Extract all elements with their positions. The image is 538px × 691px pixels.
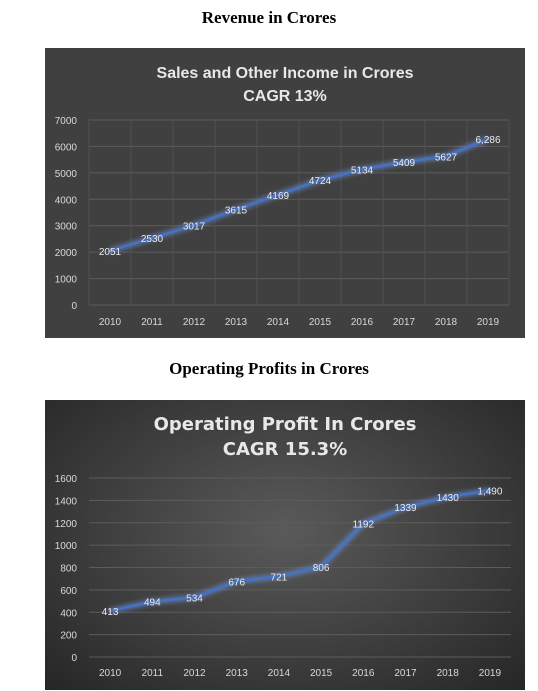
data-point bbox=[277, 574, 281, 578]
chart-title: Operating Profit In Crores bbox=[154, 414, 417, 435]
x-tick-label: 2011 bbox=[141, 317, 163, 328]
data-label: 5134 bbox=[351, 165, 374, 176]
y-tick-label: 3000 bbox=[55, 222, 78, 233]
data-label: 4169 bbox=[267, 191, 290, 202]
y-tick-label: 1600 bbox=[55, 474, 78, 485]
y-tick-label: 0 bbox=[71, 653, 77, 664]
data-point bbox=[276, 193, 280, 197]
data-label: 4724 bbox=[309, 176, 332, 187]
data-label: 1430 bbox=[437, 493, 460, 504]
data-label: 413 bbox=[102, 607, 119, 618]
data-label: 676 bbox=[228, 577, 245, 588]
data-label: 5627 bbox=[435, 152, 458, 163]
series-line bbox=[109, 137, 489, 252]
x-tick-label: 2013 bbox=[225, 317, 248, 328]
data-point bbox=[486, 137, 490, 141]
x-tick-label: 2010 bbox=[99, 668, 122, 679]
data-point bbox=[235, 579, 239, 583]
y-tick-label: 1000 bbox=[55, 541, 78, 552]
data-label: 2530 bbox=[141, 234, 164, 245]
x-tick-label: 2017 bbox=[393, 317, 416, 328]
operating-heading: Operating Profits in Crores bbox=[169, 359, 369, 378]
data-point bbox=[150, 236, 154, 240]
chart-svg: Operating Profit In Crores CAGR 15.3% 0 200… bbox=[55, 414, 511, 679]
x-tick-label: 2013 bbox=[226, 668, 249, 679]
revenue-heading: Revenue in Crores bbox=[201, 8, 337, 27]
x-tick-label: 2016 bbox=[352, 668, 375, 679]
sales-chart: Sales and Other Income in Crores CAGR 13%… bbox=[45, 48, 525, 338]
x-tick-label: 2016 bbox=[351, 317, 374, 328]
x-tick-label: 2019 bbox=[477, 317, 500, 328]
data-label: 721 bbox=[271, 572, 288, 583]
y-tick-label: 5000 bbox=[55, 169, 78, 180]
y-tick-label: 800 bbox=[60, 564, 77, 575]
data-label: 3615 bbox=[225, 205, 248, 216]
data-label: 806 bbox=[313, 563, 330, 574]
x-tick-label: 2019 bbox=[479, 668, 502, 679]
data-point bbox=[108, 609, 112, 613]
chart-subtitle: CAGR 13% bbox=[243, 88, 327, 105]
data-label: 494 bbox=[144, 598, 161, 609]
y-tick-label: 1200 bbox=[55, 519, 78, 530]
x-tick-label: 2015 bbox=[310, 668, 333, 679]
x-tick-label: 2018 bbox=[435, 317, 458, 328]
y-tick-label: 600 bbox=[60, 586, 77, 597]
y-tick-label: 200 bbox=[60, 631, 77, 642]
data-label: 2051 bbox=[99, 247, 122, 258]
y-tick-label: 0 bbox=[71, 301, 77, 312]
x-tick-label: 2011 bbox=[142, 668, 164, 679]
x-tick-label: 2018 bbox=[437, 668, 460, 679]
y-tick-label: 400 bbox=[60, 608, 77, 619]
data-label: 5409 bbox=[393, 158, 416, 169]
x-tick-label: 2012 bbox=[183, 317, 206, 328]
data-label: 1192 bbox=[353, 520, 375, 531]
data-label: 6,286 bbox=[475, 135, 500, 146]
data-label: 1339 bbox=[394, 503, 417, 514]
data-point bbox=[404, 505, 407, 509]
data-point bbox=[360, 167, 364, 171]
y-tick-label: 1400 bbox=[55, 496, 78, 507]
x-tick-label: 2014 bbox=[268, 668, 291, 679]
x-tick-label: 2015 bbox=[309, 317, 332, 328]
data-point bbox=[402, 160, 406, 164]
y-tick-label: 1000 bbox=[55, 275, 78, 286]
x-tick-label: 2012 bbox=[183, 668, 206, 679]
data-point bbox=[319, 565, 323, 569]
data-point bbox=[361, 522, 365, 526]
y-tick-label: 7000 bbox=[55, 116, 78, 127]
data-label: 1,490 bbox=[477, 486, 502, 497]
data-point bbox=[318, 178, 322, 182]
x-tick-label: 2017 bbox=[394, 668, 417, 679]
chart-title: Sales and Other Income in Crores bbox=[157, 65, 414, 82]
y-tick-label: 6000 bbox=[55, 142, 78, 153]
x-tick-label: 2014 bbox=[267, 317, 290, 328]
data-label: 534 bbox=[186, 593, 203, 604]
y-tick-label: 2000 bbox=[55, 248, 78, 259]
data-point bbox=[108, 249, 112, 253]
series-line-glow bbox=[109, 487, 491, 614]
series-line bbox=[109, 489, 491, 613]
chart-svg: Sales and Other Income in Crores CAGR 13%… bbox=[55, 65, 510, 328]
y-tick-label: 4000 bbox=[55, 195, 78, 206]
data-label: 3017 bbox=[183, 221, 206, 232]
x-tick-label: 2010 bbox=[99, 317, 122, 328]
data-point bbox=[446, 495, 450, 499]
data-point bbox=[150, 600, 154, 604]
data-point bbox=[234, 207, 238, 211]
data-point bbox=[444, 154, 448, 158]
operating-profit-chart: Operating Profit In Crores CAGR 15.3% 0 200… bbox=[45, 400, 525, 690]
chart-subtitle: CAGR 15.3% bbox=[223, 439, 348, 460]
data-point bbox=[488, 488, 492, 492]
data-point bbox=[192, 223, 196, 227]
data-point bbox=[193, 595, 196, 599]
